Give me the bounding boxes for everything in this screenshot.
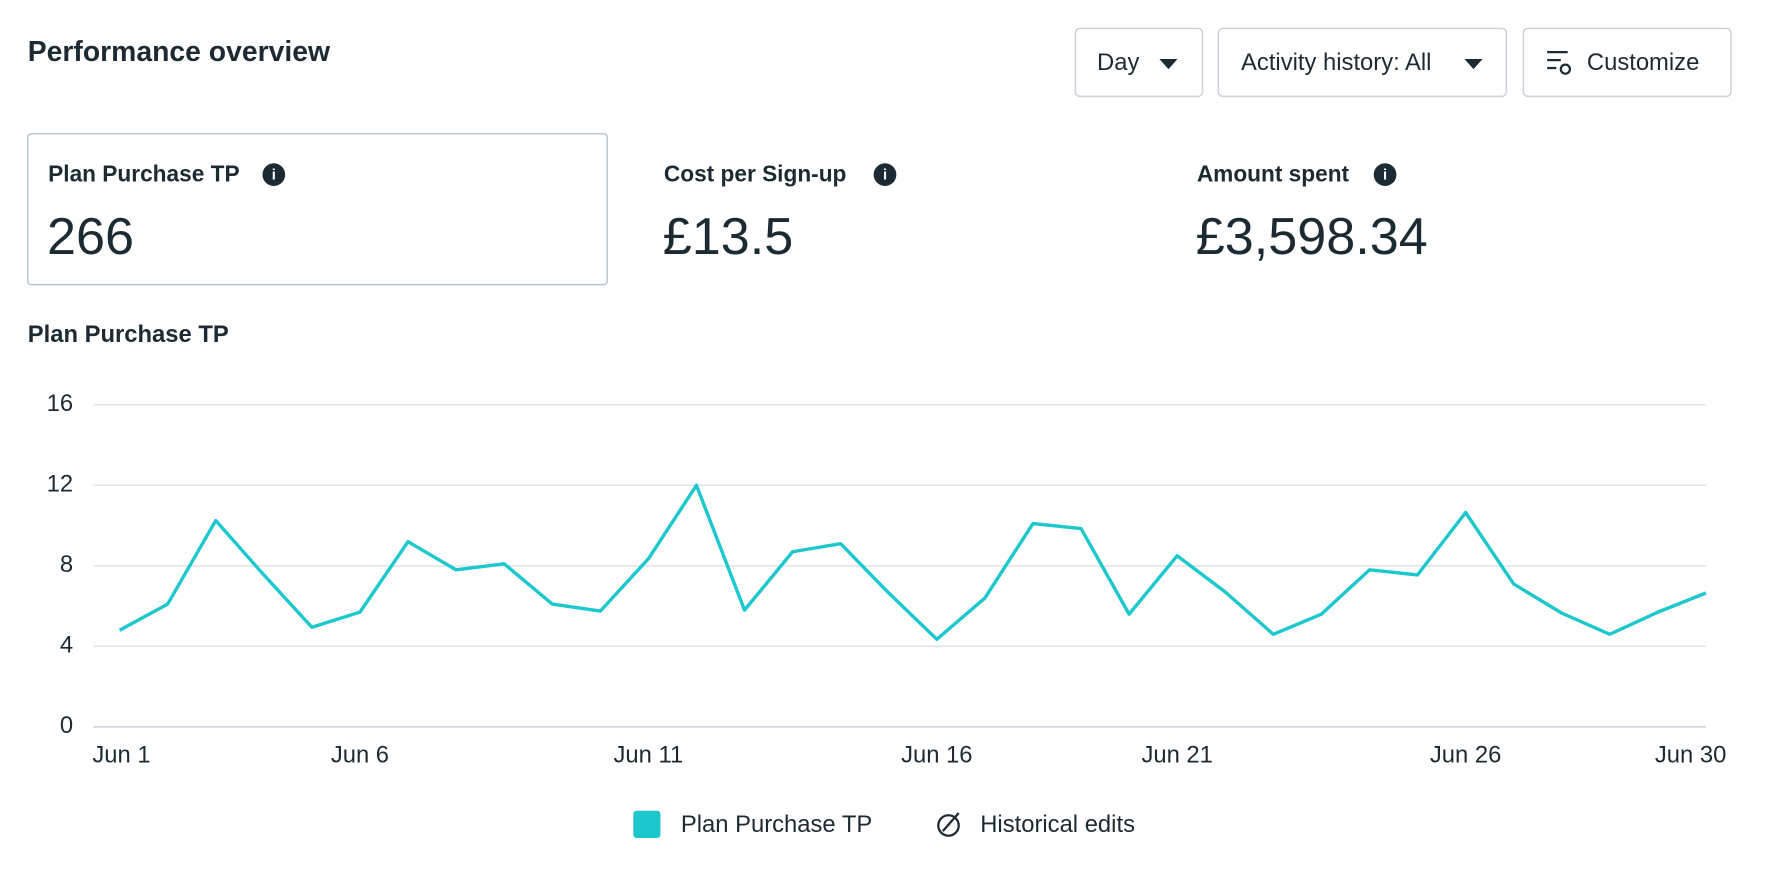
kpi-value: 266 (47, 208, 134, 266)
info-glyph: i (883, 168, 887, 184)
series-line (118, 483, 1707, 641)
day-button[interactable]: Day (1074, 27, 1204, 98)
button-label[interactable]: Customize (1587, 49, 1699, 76)
customize-button[interactable]: Customize (1522, 27, 1732, 98)
button-label[interactable]: Activity history: All (1241, 49, 1431, 76)
dropdown-caret (1464, 58, 1483, 70)
button-frame[interactable] (1074, 27, 1204, 98)
x-tick-label: Jun 30 (1655, 742, 1726, 769)
kpi-value: £3,598.34 (1196, 208, 1428, 266)
y-tick-label: 4 (60, 632, 73, 659)
kpi-selected-frame[interactable] (27, 133, 608, 286)
x-tick-label: Jun 26 (1430, 742, 1501, 769)
customize-icon (1547, 51, 1572, 75)
x-tick-label: Jun 6 (331, 742, 389, 769)
info-icon[interactable] (1373, 163, 1397, 186)
kpi-label: Plan Purchase TP (48, 161, 239, 187)
historical-icon (937, 812, 960, 837)
legend: Plan Purchase TP Historical edits (633, 810, 1135, 838)
chart-title: Plan Purchase TP (28, 321, 229, 348)
legend-label[interactable]: Historical edits (980, 811, 1135, 838)
plot: 0 4 8 12 16 Jun 1 Jun 6 Jun 11 Jun 16 Jun 21 Jun 2… (47, 390, 1727, 769)
legend-label[interactable]: Plan Purchase TP (681, 811, 872, 838)
info-icon[interactable] (262, 163, 286, 186)
kpi-value: £13.5 (663, 208, 794, 266)
info-icon[interactable] (873, 163, 897, 186)
y-tick-label: 12 (47, 471, 73, 498)
info-glyph: i (1383, 168, 1387, 184)
dropdown-caret (1159, 58, 1178, 70)
x-tick-label: Jun 11 (614, 742, 684, 769)
kpi-label: Amount spent (1197, 161, 1350, 187)
kpi-label: Cost per Sign-up (664, 161, 847, 187)
kpi-3: Amount spent i £3,598.34 (1196, 161, 1428, 266)
y-tick-label: 0 (60, 712, 73, 739)
info-glyph: i (272, 168, 276, 184)
page-title: Performance overview (28, 36, 331, 68)
legend-swatch (633, 810, 661, 838)
button-label[interactable]: Day (1097, 49, 1139, 76)
activity-button[interactable]: Activity history: All (1217, 27, 1508, 98)
kpi-2: Cost per Sign-up i £13.5 (663, 161, 897, 266)
x-tick-label: Jun 16 (901, 742, 972, 769)
x-tick-label: Jun 1 (92, 742, 150, 769)
button-frame[interactable] (1522, 27, 1732, 98)
y-tick-label: 8 (60, 551, 73, 578)
kpi-1: Plan Purchase TP i 266 (47, 161, 286, 266)
y-tick-label: 16 (47, 390, 73, 417)
x-tick-label: Jun 21 (1141, 742, 1212, 769)
button-frame[interactable] (1217, 27, 1508, 98)
